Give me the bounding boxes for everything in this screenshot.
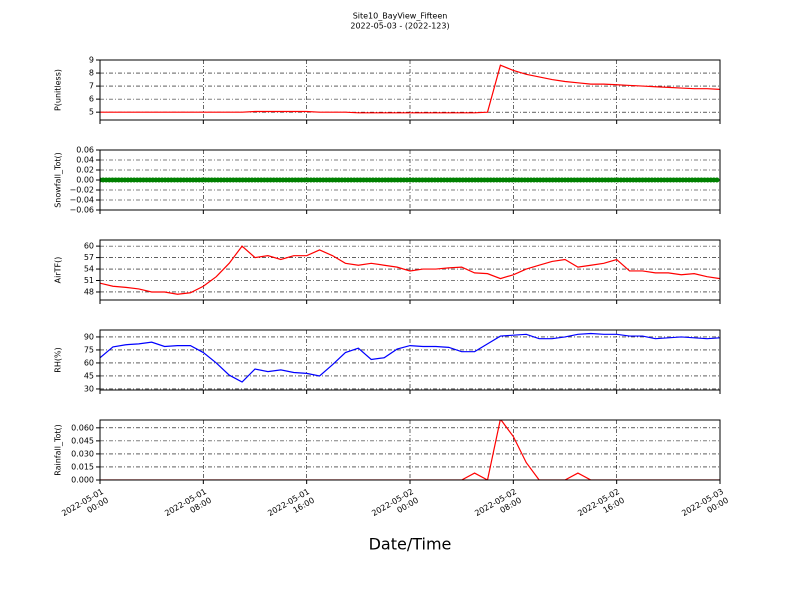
panel-frame: [99, 149, 721, 211]
y-tick-label: 0.06: [76, 146, 94, 155]
y-tick-label: 75: [84, 345, 94, 354]
y-tick-label: 8: [89, 69, 94, 78]
y-tick-label: 48: [84, 287, 94, 296]
y-axis-label: AirTF(): [54, 257, 63, 284]
chart-subtitle: 2022-05-03 - (2022-123): [350, 22, 449, 31]
y-tick-label: 0.00: [76, 176, 94, 185]
y-axis-label: RH(%): [54, 347, 63, 372]
y-tick-label: 0.045: [71, 436, 94, 445]
y-tick-label: 30: [84, 384, 94, 393]
y-axis-label: P(unitless): [54, 69, 63, 111]
y-tick-label: 0.060: [71, 423, 94, 432]
y-tick-label: −0.02: [69, 186, 94, 195]
y-tick-label: 0.02: [76, 166, 94, 175]
y-tick-label: 0.04: [76, 156, 94, 165]
x-axis-label: Date/Time: [369, 535, 452, 554]
y-tick-label: 54: [84, 265, 94, 274]
y-tick-label: 9: [89, 56, 94, 65]
y-tick-label: 60: [84, 242, 94, 251]
y-axis-label: Snowfall_Tot(): [54, 152, 63, 208]
data-line: [100, 332, 720, 383]
data-line: [100, 64, 720, 114]
y-tick-label: 7: [89, 82, 94, 91]
panel-frame: [99, 239, 721, 301]
panel-frame: [99, 329, 721, 391]
data-line: [100, 245, 720, 295]
y-tick-label: 0.000: [71, 476, 94, 485]
panel-frame: [99, 419, 721, 481]
y-tick-label: 0.015: [71, 462, 94, 471]
y-tick-label: 90: [84, 332, 94, 341]
chart-title: Site10_BayView_Fifteen: [353, 12, 448, 21]
y-tick-label: −0.06: [69, 206, 94, 215]
panel-frame: [99, 59, 721, 121]
y-tick-label: 60: [84, 358, 94, 367]
y-tick-label: 6: [89, 95, 94, 104]
y-axis-label: Rainfall_Tot(): [54, 424, 63, 476]
y-tick-label: 5: [89, 108, 94, 117]
y-tick-label: 45: [84, 371, 94, 380]
y-tick-label: 0.030: [71, 449, 94, 458]
y-tick-label: 51: [84, 276, 94, 285]
y-tick-label: 57: [84, 253, 94, 262]
y-tick-label: −0.04: [69, 196, 94, 205]
